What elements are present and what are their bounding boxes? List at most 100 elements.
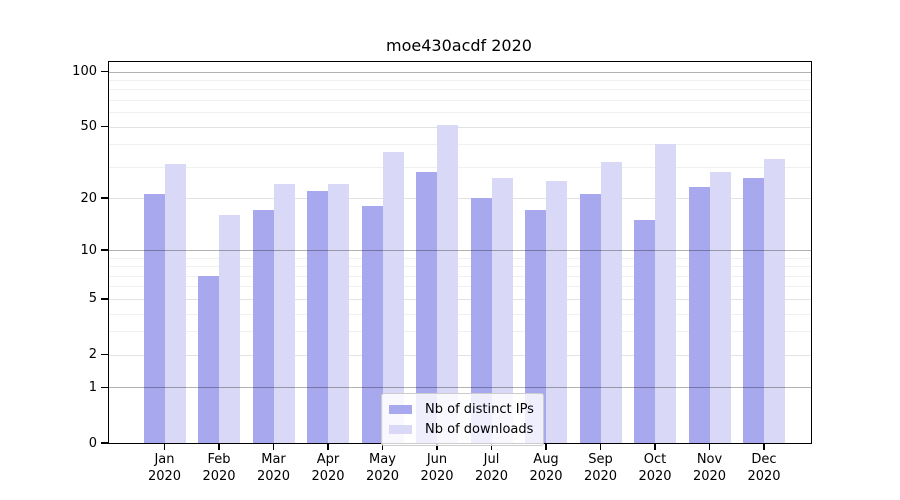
bar-nb-of-distinct-ips: [252, 210, 274, 443]
gridline-minor: [109, 313, 811, 315]
x-tick-mark: [327, 444, 329, 450]
y-tick-mark: [101, 353, 108, 356]
y-tick-label: 0: [88, 435, 97, 451]
x-tick-year: 2020: [692, 469, 727, 484]
bar-nb-of-distinct-ips: [307, 190, 328, 443]
bar-nb-of-downloads: [655, 144, 676, 443]
bar-nb-of-distinct-ips: [416, 172, 437, 443]
gridline-minor: [109, 100, 811, 102]
x-tick-year: 2020: [420, 469, 454, 484]
bar-nb-of-downloads: [328, 184, 349, 443]
bar-nb-of-distinct-ips: [634, 219, 655, 443]
x-tick-label-mar: Mar 2020: [242, 451, 306, 485]
legend-swatch-icon: [389, 404, 412, 414]
bar-nb-of-distinct-ips: [143, 194, 165, 443]
bar-nb-of-distinct-ips: [579, 194, 601, 443]
gridline-major: [109, 250, 811, 252]
plot-area: Nb of distinct IPs Nb of downloads 0 1 2 5 10…: [72, 61, 812, 484]
x-tick-month: Oct: [643, 452, 667, 467]
x-tick-year: 2020: [365, 469, 400, 484]
x-tick-label-jun: Jun 2020: [405, 451, 469, 485]
x-tick-label-oct: Oct 2020: [623, 451, 687, 485]
bar-nb-of-distinct-ips: [743, 177, 764, 443]
gridline-minor: [109, 144, 811, 146]
gridline-minor: [109, 275, 811, 277]
x-tick-label-aug: Aug 2020: [514, 451, 578, 485]
x-tick-year: 2020: [147, 469, 182, 484]
legend-label: Nb of distinct IPs: [425, 401, 534, 417]
x-tick-mark: [599, 444, 602, 450]
gridline-minor: [109, 166, 811, 168]
x-tick-mark: [381, 444, 384, 450]
x-tick-year: 2020: [638, 469, 672, 484]
legend-swatch-icon: [389, 424, 412, 434]
x-tick-mark: [218, 444, 220, 450]
x-tick-month: Jan: [154, 452, 175, 467]
x-tick-month: Mar: [261, 452, 286, 467]
x-tick-mark: [545, 444, 547, 450]
x-tick-month: Sep: [588, 452, 613, 467]
y-tick-label: 5: [88, 291, 97, 307]
x-tick-label-apr: Apr 2020: [296, 451, 360, 485]
x-tick-mark: [490, 444, 493, 450]
x-tick-mark: [436, 444, 438, 450]
gridline-mid: [109, 354, 811, 356]
chart-title: moe430acdf 2020: [386, 36, 532, 55]
x-tick-mark: [763, 444, 765, 450]
gridline-major: [109, 71, 811, 73]
y-tick-mark: [101, 197, 108, 199]
x-tick-year: 2020: [747, 469, 781, 484]
x-tick-year: 2020: [256, 469, 291, 484]
bar-nb-of-downloads: [709, 172, 731, 443]
x-tick-month: Feb: [207, 452, 231, 467]
bar-nb-of-downloads: [437, 125, 458, 443]
gridline-minor: [109, 266, 811, 268]
gridline-minor: [109, 89, 811, 91]
x-tick-month: Nov: [696, 452, 723, 467]
gridline-minor: [109, 80, 811, 82]
gridline-mid: [109, 198, 811, 200]
y-tick-label: 100: [72, 64, 97, 80]
x-tick-label-jul: Jul 2020: [460, 451, 524, 485]
gridline-mid: [109, 298, 811, 300]
x-tick-mark: [272, 444, 275, 450]
x-tick-label-sep: Sep 2020: [569, 451, 633, 485]
gridline-major: [109, 387, 811, 389]
y-tick-label: 50: [80, 119, 97, 135]
bar-nb-of-distinct-ips: [361, 206, 383, 443]
x-tick-month: Aug: [533, 452, 559, 467]
legend-label: Nb of downloads: [425, 421, 534, 437]
y-tick-mark: [101, 442, 108, 444]
legend-entry-nb-of-downloads: Nb of downloads: [389, 419, 535, 439]
legend: Nb of distinct IPs Nb of downloads: [381, 393, 544, 446]
bar-nb-of-distinct-ips: [688, 187, 710, 443]
bar-nb-of-distinct-ips: [525, 210, 546, 443]
x-tick-label-jan: Jan 2020: [133, 451, 197, 485]
x-tick-mark: [654, 444, 656, 450]
gridline-minor: [109, 331, 811, 333]
bar-nb-of-downloads: [491, 177, 513, 443]
x-tick-label-may: May 2020: [351, 451, 415, 485]
bar-nb-of-downloads: [600, 161, 622, 443]
x-tick-month: Apr: [316, 452, 340, 467]
bar-nb-of-downloads: [546, 180, 567, 443]
x-tick-month: May: [369, 452, 396, 467]
bar-nb-of-distinct-ips: [470, 198, 492, 443]
legend-entry-nb-of-distinct-ips: Nb of distinct IPs: [389, 399, 535, 419]
x-tick-year: 2020: [311, 469, 345, 484]
x-tick-year: 2020: [529, 469, 563, 484]
y-tick-mark: [101, 125, 108, 128]
y-tick-mark: [101, 249, 108, 251]
y-tick-label: 10: [80, 242, 97, 258]
x-tick-label-feb: Feb 2020: [187, 451, 251, 485]
gridline-minor: [109, 286, 811, 288]
x-tick-month: Jun: [426, 452, 448, 467]
gridline-minor: [109, 112, 811, 114]
y-tick-mark: [101, 70, 108, 73]
y-tick-label: 1: [88, 379, 97, 395]
x-tick-month: Dec: [751, 452, 777, 467]
gridline-mid: [109, 126, 811, 128]
y-tick-label: 20: [80, 190, 97, 206]
x-tick-month: Jul: [483, 452, 500, 467]
